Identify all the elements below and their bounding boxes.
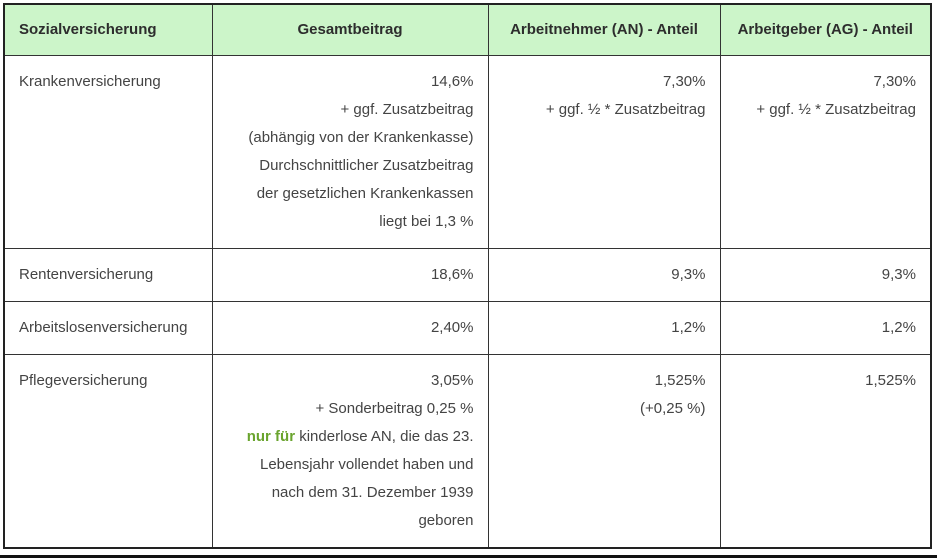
- column-header-sozialversicherung: Sozialversicherung: [3, 3, 213, 56]
- cell-line: nur für kinderlose AN, die das 23.: [227, 423, 474, 451]
- cell-arbeitgeber: 9,3%: [719, 248, 932, 302]
- cell-line-text: + ggf. Zusatzbeitrag: [340, 101, 474, 118]
- cell-line-text: + ggf. ½ * Zusatzbeitrag: [756, 101, 916, 118]
- cell-line-text: nach dem 31. Dezember 1939: [271, 484, 474, 501]
- table-header: Sozialversicherung Gesamtbeitrag Arbeitneh…: [3, 3, 932, 56]
- cell-insurance-name: Rentenversicherung: [3, 248, 213, 302]
- cell-line: 9,3%: [735, 261, 916, 289]
- cell-line: der gesetzlichen Krankenkassen: [227, 180, 474, 208]
- cell-line: nach dem 31. Dezember 1939: [227, 479, 474, 507]
- cell-line: + ggf. ½ * Zusatzbeitrag: [735, 96, 916, 124]
- cell-line-text: 14,6%: [430, 73, 474, 90]
- cell-line: 9,3%: [503, 261, 706, 289]
- cell-line-text: (abhängig von der Krankenkasse): [248, 129, 474, 146]
- cell-line: 2,40%: [227, 314, 474, 342]
- cell-line: 7,30%: [735, 68, 916, 96]
- cell-line-text: 1,525%: [865, 372, 916, 389]
- highlighted-text: nur für: [246, 428, 296, 445]
- cell-line-text: 1,2%: [671, 319, 706, 336]
- cell-line-text: kinderlose AN, die das 23.: [295, 428, 474, 445]
- table-body: Krankenversicherung 14,6% + ggf. Zusatzbei…: [3, 55, 932, 549]
- cell-gesamtbeitrag: 3,05% + Sonderbeitrag 0,25 % nur für kinde…: [211, 354, 489, 549]
- cell-line-text: geboren: [418, 512, 474, 529]
- cell-line: 1,525%: [735, 367, 916, 395]
- cell-line: (abhängig von der Krankenkasse): [227, 124, 474, 152]
- cell-insurance-name: Pflegeversicherung: [3, 354, 213, 549]
- cell-line-text: liegt bei 1,3 %: [379, 213, 474, 230]
- cell-line-text: 18,6%: [430, 266, 474, 283]
- cell-line: 14,6%: [227, 68, 474, 96]
- cell-line: (+0,25 %): [503, 395, 706, 423]
- cell-arbeitgeber: 7,30% + ggf. ½ * Zusatzbeitrag: [719, 55, 932, 249]
- cell-line-text: 9,3%: [881, 266, 916, 283]
- cell-line-text: 2,40%: [430, 319, 474, 336]
- cell-arbeitgeber: 1,2%: [719, 301, 932, 355]
- column-header-gesamtbeitrag: Gesamtbeitrag: [211, 3, 489, 56]
- table-row: Pflegeversicherung 3,05% + Sonderbeitrag 0…: [3, 354, 932, 549]
- cell-line-text: + ggf. ½ * Zusatzbeitrag: [545, 101, 706, 118]
- cell-line: + ggf. Zusatzbeitrag: [227, 96, 474, 124]
- cell-line: 1,525%: [503, 367, 706, 395]
- cell-line-text: 9,3%: [671, 266, 706, 283]
- cell-line: Durchschnittlicher Zusatzbeitrag: [227, 152, 474, 180]
- table-row: Rentenversicherung 18,6% 9,3% 9,3%: [3, 248, 932, 302]
- cell-insurance-name: Krankenversicherung: [3, 55, 213, 249]
- page-bottom-edge-bar: [0, 555, 937, 558]
- column-header-arbeitnehmer-an-anteil: Arbeitnehmer (AN) - Anteil: [487, 3, 721, 56]
- cell-line: + Sonderbeitrag 0,25 %: [227, 395, 474, 423]
- table-row: Krankenversicherung 14,6% + ggf. Zusatzbei…: [3, 55, 932, 249]
- column-header-arbeitgeber-ag-anteil: Arbeitgeber (AG) - Anteil: [719, 3, 932, 56]
- cell-line-text: 7,30%: [873, 73, 916, 90]
- cell-line-text: 1,525%: [654, 372, 706, 389]
- cell-gesamtbeitrag: 2,40%: [211, 301, 489, 355]
- cell-line: 1,2%: [503, 314, 706, 342]
- cell-line: 18,6%: [227, 261, 474, 289]
- cell-gesamtbeitrag: 18,6%: [211, 248, 489, 302]
- cell-line-text: Lebensjahr vollendet haben und: [259, 456, 474, 473]
- cell-arbeitgeber: 1,525%: [719, 354, 932, 549]
- cell-line: geboren: [227, 507, 474, 535]
- cell-line-text: Durchschnittlicher Zusatzbeitrag: [259, 157, 474, 174]
- cell-gesamtbeitrag: 14,6% + ggf. Zusatzbeitrag (abhängig von d…: [211, 55, 489, 249]
- cell-line-text: der gesetzlichen Krankenkassen: [256, 185, 474, 202]
- cell-line-text: (+0,25 %): [640, 400, 706, 417]
- cell-arbeitnehmer: 1,2%: [487, 301, 721, 355]
- cell-line-text: 7,30%: [662, 73, 706, 90]
- cell-line-text: + Sonderbeitrag 0,25 %: [315, 400, 474, 417]
- cell-insurance-name: Arbeitslosenversicherung: [3, 301, 213, 355]
- cell-arbeitnehmer: 7,30% + ggf. ½ * Zusatzbeitrag: [487, 55, 721, 249]
- cell-arbeitnehmer: 9,3%: [487, 248, 721, 302]
- cell-line-text: 3,05%: [430, 372, 474, 389]
- social-insurance-table: Sozialversicherung Gesamtbeitrag Arbeitneh…: [3, 3, 932, 549]
- cell-line: liegt bei 1,3 %: [227, 208, 474, 236]
- cell-line: + ggf. ½ * Zusatzbeitrag: [503, 96, 706, 124]
- cell-line: 1,2%: [735, 314, 916, 342]
- cell-arbeitnehmer: 1,525% (+0,25 %): [487, 354, 721, 549]
- cell-line-text: 1,2%: [881, 319, 916, 336]
- cell-line: Lebensjahr vollendet haben und: [227, 451, 474, 479]
- cell-line: 3,05%: [227, 367, 474, 395]
- header-row: Sozialversicherung Gesamtbeitrag Arbeitneh…: [3, 3, 932, 56]
- table-row: Arbeitslosenversicherung 2,40% 1,2% 1,2%: [3, 301, 932, 355]
- cell-line: 7,30%: [503, 68, 706, 96]
